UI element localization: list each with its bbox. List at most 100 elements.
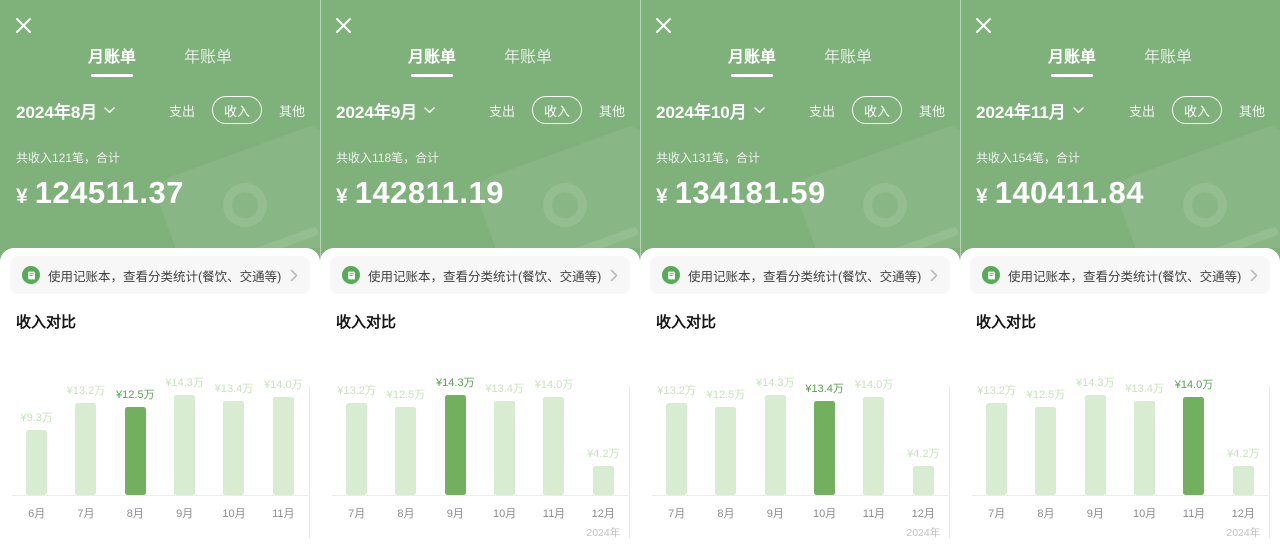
bar-column[interactable]: ¥13.4万 — [209, 380, 258, 495]
tab-monthly-bill[interactable]: 月账单 — [408, 43, 456, 77]
close-button[interactable] — [333, 15, 353, 35]
tab-yearly-bill[interactable]: 年账单 — [1144, 43, 1192, 78]
ledger-banner[interactable]: 使用记账本，查看分类统计(餐饮、交通等) — [650, 256, 950, 294]
ledger-book-icon — [342, 266, 360, 284]
month-label: 9月 — [176, 508, 194, 520]
filter-income[interactable]: 收入 — [851, 96, 902, 124]
filter-expense[interactable]: 支出 — [488, 103, 515, 119]
active-tab-underline — [730, 73, 773, 77]
month-label: 8月 — [717, 508, 735, 520]
tab-monthly-bill[interactable]: 月账单 — [1048, 43, 1096, 77]
tab-yearly-bill[interactable]: 年账单 — [184, 43, 232, 78]
chart-edge-line — [1269, 386, 1270, 538]
month-tick: 9月 — [160, 496, 209, 521]
month-selector-label: 2024年10月 — [656, 102, 747, 122]
currency-symbol: ¥ — [16, 185, 28, 208]
bar-column[interactable]: ¥4.2万 — [1219, 445, 1268, 495]
bar-column[interactable]: ¥13.4万 — [800, 380, 849, 495]
bar-column[interactable]: ¥12.5万 — [1021, 386, 1070, 495]
bar-column[interactable]: ¥4.2万 — [899, 445, 948, 495]
bar-column[interactable]: ¥14.3万 — [1071, 374, 1120, 495]
month-label: 7月 — [988, 508, 1006, 520]
filter-expense[interactable]: 支出 — [168, 103, 195, 119]
month-selector[interactable]: 2024年10月 — [656, 98, 765, 123]
tab-yearly-bill[interactable]: 年账单 — [504, 43, 552, 78]
filter-other[interactable]: 其他 — [1238, 103, 1265, 119]
month-label: 9月 — [766, 508, 784, 520]
bars-row: ¥13.2万 ¥12.5万 ¥14.3万 ¥13.4万 ¥14.0万 ¥4.2万 — [652, 346, 948, 496]
bar-column[interactable]: ¥12.5万 — [111, 386, 160, 495]
tab-monthly-bill[interactable]: 月账单 — [88, 43, 136, 77]
ledger-banner-text: 使用记账本，查看分类统计(餐饮、交通等) — [368, 269, 602, 284]
bar-column[interactable]: ¥13.2万 — [652, 382, 701, 495]
income-comparison-chart: ¥13.2万 ¥12.5万 ¥14.3万 ¥13.4万 ¥14.0万 ¥4.2万 7月 8月… — [652, 346, 950, 540]
chevron-down-icon — [104, 106, 116, 113]
bar-column[interactable]: ¥14.0万 — [529, 376, 578, 495]
bar-column[interactable]: ¥13.4万 — [480, 380, 529, 495]
bar-value-label: ¥13.2万 — [337, 385, 376, 397]
tab-bar: 月账单 年账单 — [640, 43, 960, 78]
filter-other[interactable]: 其他 — [598, 103, 625, 119]
month-label: 7月 — [668, 508, 686, 520]
filter-group: 支出 收入 其他 — [809, 96, 945, 124]
watermark-line — [1173, 225, 1280, 248]
bar-column[interactable]: ¥13.2万 — [972, 382, 1021, 495]
bar-column[interactable]: ¥14.0万 — [849, 376, 898, 495]
ledger-banner[interactable]: 使用记账本，查看分类统计(餐饮、交通等) — [330, 256, 630, 294]
filter-income[interactable]: 收入 — [211, 96, 262, 124]
active-tab-underline — [1050, 73, 1093, 77]
month-selector-label: 2024年9月 — [336, 102, 418, 122]
total-amount: ¥ 134181.59 — [656, 175, 944, 211]
close-button[interactable] — [973, 15, 993, 35]
bar-column[interactable]: ¥14.0万 — [259, 376, 308, 495]
bar-column[interactable]: ¥14.3万 — [431, 374, 480, 495]
tab-monthly-bill[interactable]: 月账单 — [728, 43, 776, 77]
bar-column[interactable]: ¥12.5万 — [381, 386, 430, 495]
chart-edge-line — [309, 386, 310, 538]
month-label: 9月 — [1086, 508, 1104, 520]
month-selector[interactable]: 2024年9月 — [336, 98, 436, 123]
bar-column[interactable]: ¥4.2万 — [579, 445, 628, 495]
tab-label: 年账单 — [824, 48, 873, 66]
bar-column[interactable]: ¥13.2万 — [61, 382, 110, 495]
close-icon — [15, 17, 31, 33]
bar-column[interactable]: ¥14.3万 — [160, 374, 209, 495]
close-button[interactable] — [653, 15, 673, 35]
month-selector-label: 2024年8月 — [16, 102, 98, 122]
chevron-down-icon — [753, 106, 765, 113]
bar — [543, 397, 565, 495]
filter-other[interactable]: 其他 — [918, 103, 945, 119]
bar-column[interactable]: ¥13.2万 — [332, 382, 381, 495]
filter-income[interactable]: 收入 — [531, 96, 582, 124]
month-tick: 7月 — [332, 496, 381, 540]
month-tick: 8月 — [111, 496, 160, 521]
close-button[interactable] — [13, 15, 33, 35]
month-tick: 8月 — [381, 496, 430, 540]
ledger-banner[interactable]: 使用记账本，查看分类统计(餐饮、交通等) — [10, 256, 310, 294]
bar — [494, 401, 516, 495]
month-selector[interactable]: 2024年8月 — [16, 98, 116, 123]
filter-other[interactable]: 其他 — [278, 103, 305, 119]
bar-column[interactable]: ¥14.0万 — [1169, 376, 1218, 495]
bar-column[interactable]: ¥14.3万 — [751, 374, 800, 495]
bar-value-label: ¥13.4万 — [214, 383, 254, 395]
bars-row: ¥13.2万 ¥12.5万 ¥14.3万 ¥13.4万 ¥14.0万 ¥4.2万 — [972, 346, 1268, 496]
month-selector[interactable]: 2024年11月 — [976, 98, 1084, 123]
bar-value-label: ¥14.3万 — [756, 377, 795, 389]
bar-column[interactable]: ¥13.4万 — [1120, 380, 1169, 495]
month-label: 12月 — [911, 508, 935, 520]
tab-label: 年账单 — [504, 48, 553, 66]
filter-income[interactable]: 收入 — [1171, 96, 1222, 124]
filter-group: 支出 收入 其他 — [169, 96, 305, 124]
tab-yearly-bill[interactable]: 年账单 — [824, 43, 872, 78]
month-tick: 11月 — [849, 496, 898, 540]
bar-value-label: ¥12.5万 — [386, 389, 426, 401]
month-label: 12月 — [1231, 508, 1255, 520]
bar-column[interactable]: ¥9.3万 — [12, 409, 61, 495]
month-tick: 9月 — [431, 496, 480, 540]
filter-expense[interactable]: 支出 — [1128, 103, 1155, 119]
ledger-banner[interactable]: 使用记账本，查看分类统计(餐饮、交通等) — [970, 256, 1270, 294]
bar-column[interactable]: ¥12.5万 — [701, 386, 750, 495]
filter-expense[interactable]: 支出 — [808, 103, 835, 119]
bar — [346, 403, 368, 495]
